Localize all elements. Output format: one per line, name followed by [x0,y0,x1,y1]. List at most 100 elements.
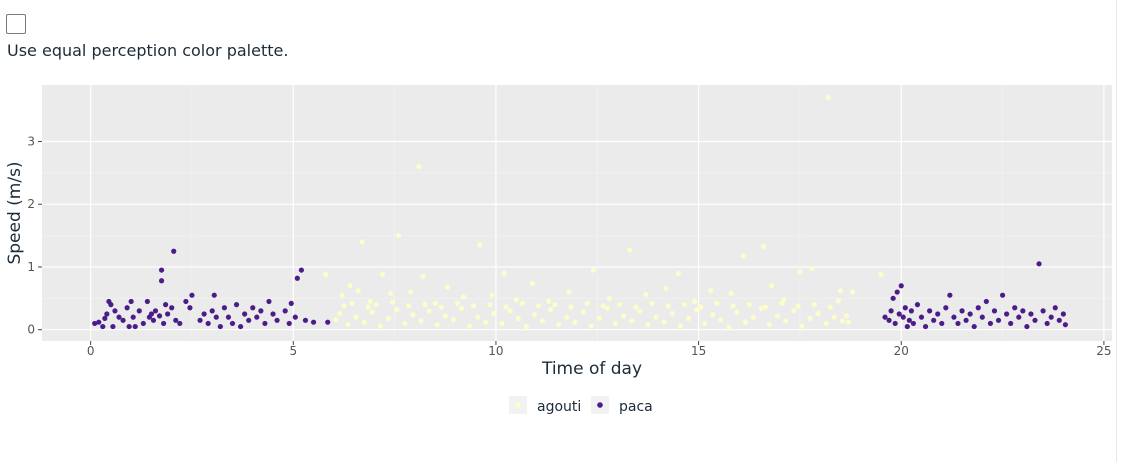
data-point-agouti [766,322,773,328]
data-point-agouti [698,304,704,310]
data-point-agouti [850,289,856,295]
data-point-agouti [584,300,590,306]
data-point-paca [171,248,177,254]
x-tick-label: 15 [691,344,706,358]
data-point-agouti [353,314,359,320]
data-point-paca [173,317,179,323]
data-point-agouti [815,310,821,316]
data-point-agouti [426,308,432,314]
data-point-paca [120,317,126,323]
data-point-agouti [616,302,623,308]
data-point-paca [951,314,957,320]
data-point-paca [189,292,195,298]
data-point-agouti [394,307,400,313]
data-point-agouti [568,304,574,310]
data-point-paca [211,292,217,298]
data-point-paca [242,311,248,317]
data-point-paca [904,323,910,330]
data-point-agouti [663,285,669,291]
panel-divider [1116,0,1117,462]
data-point-paca [225,314,232,320]
data-point-paca [1004,311,1010,317]
data-point-agouti [878,271,884,278]
data-point-paca [906,317,912,323]
data-point-paca [102,315,108,322]
data-point-agouti [477,242,483,248]
data-point-agouti [489,292,495,298]
data-point-agouti [460,294,467,300]
data-point-paca [233,302,240,308]
data-point-paca [237,323,244,330]
data-point-paca [1040,308,1046,314]
data-point-paca [294,275,300,281]
data-point-agouti [807,315,813,322]
data-point-paca [1036,261,1042,267]
data-point-agouti [590,267,596,273]
equal-perception-checkbox[interactable] [6,14,26,34]
data-point-agouti [811,302,817,308]
data-point-paca [1016,314,1022,320]
palette-option[interactable] [6,14,26,34]
x-tick-label: 20 [894,344,909,358]
data-point-agouti [604,305,610,311]
data-point-agouti [643,291,649,298]
data-point-paca [1048,314,1054,320]
data-point-agouti [361,319,367,325]
data-point-agouti [396,232,402,239]
data-point-agouti [588,323,594,329]
y-tick-label: 2 [27,197,35,211]
data-point-paca [282,308,288,314]
data-point-paca [288,300,294,306]
data-point-agouti [491,310,497,316]
data-point-agouti [760,243,767,249]
data-point-paca [900,314,906,320]
data-point-agouti [795,303,801,309]
data-point-paca [888,308,894,314]
data-point-agouti [450,317,456,323]
data-point-agouti [410,312,416,318]
data-point-paca [1062,322,1068,328]
data-point-agouti [416,163,422,170]
data-point-agouti [507,308,513,314]
data-point-agouti [742,319,748,325]
data-point-paca [999,292,1006,298]
data-point-paca [128,298,134,305]
data-point-paca [939,320,945,327]
data-point-agouti [669,310,675,316]
data-point-paca [959,308,965,314]
data-point-agouti [355,288,361,294]
data-point-agouti [341,303,347,309]
data-point-paca [991,308,998,314]
data-point-paca [292,314,298,320]
data-point-agouti [385,315,392,322]
data-point-agouti [823,320,829,327]
data-point-paca [947,292,953,298]
y-tick-label: 3 [27,134,35,148]
data-point-agouti [580,309,586,315]
data-point-paca [183,298,189,305]
data-point-agouti [564,314,570,320]
data-point-paca [270,311,276,317]
data-point-agouti [768,283,775,289]
data-point-paca [221,305,227,311]
data-point-agouti [373,302,379,308]
data-point-agouti [523,323,529,330]
data-point-agouti [347,283,353,289]
data-point-paca [943,305,949,311]
data-point-agouti [420,273,426,279]
data-point-paca [152,308,159,314]
data-point-paca [165,311,171,317]
data-point-agouti [503,304,509,310]
data-point-paca [975,305,981,311]
data-point-paca [983,298,989,305]
data-point-agouti [740,253,746,259]
legend-key-paca [597,402,603,408]
data-point-agouti [779,300,785,306]
data-point-paca [209,308,215,314]
data-point-agouti [730,303,736,309]
data-point-paca [148,311,155,317]
x-tick-label: 0 [87,344,95,358]
data-point-paca [229,320,236,327]
data-point-agouti [775,313,781,319]
